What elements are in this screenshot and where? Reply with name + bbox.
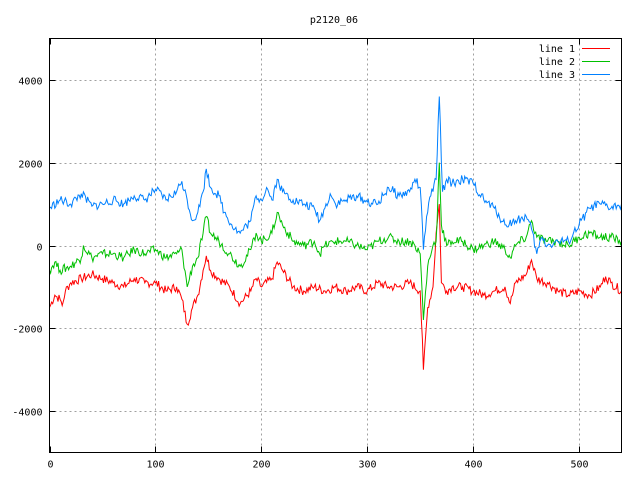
- x-tick-label: 200: [252, 460, 270, 471]
- y-tick-label: 2000: [18, 160, 42, 171]
- plot-frame: [49, 38, 622, 453]
- chart-title: p2120_06: [310, 15, 358, 26]
- y-tick-label: 4000: [18, 77, 42, 88]
- axis-ticks: 0 100 200 300 400 500 -4000 -2000 0 2000 4000: [12, 38, 622, 471]
- grid: [49, 38, 622, 453]
- legend-label: line 1: [539, 44, 575, 55]
- y-tick-label: 0: [36, 243, 42, 254]
- series-lines: [49, 96, 622, 370]
- x-tick-label: 300: [358, 460, 376, 471]
- series-line-1: [49, 204, 622, 370]
- x-tick-label: 0: [47, 460, 53, 471]
- legend: line 1 line 2 line 3: [539, 44, 610, 81]
- series-line-3: [49, 96, 622, 254]
- legend-label: line 3: [539, 70, 575, 81]
- y-tick-label: -4000: [12, 408, 42, 419]
- y-tick-label: -2000: [12, 325, 42, 336]
- x-tick-label: 400: [464, 460, 482, 471]
- x-tick-label: 500: [570, 460, 588, 471]
- legend-label: line 2: [539, 57, 575, 68]
- series-line-2: [49, 162, 622, 321]
- x-tick-label: 100: [146, 460, 164, 471]
